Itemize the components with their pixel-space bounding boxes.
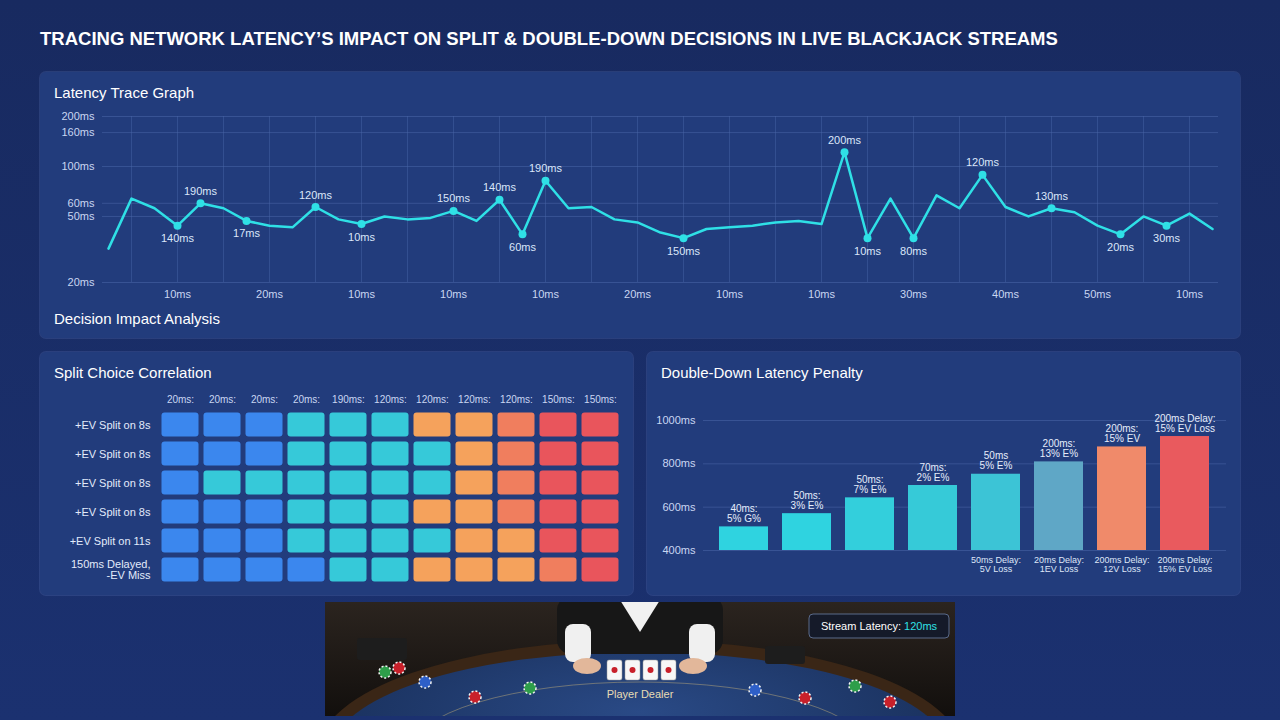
svg-text:120ms:: 120ms: (374, 394, 407, 405)
svg-text:20ms: 20ms (1107, 241, 1134, 253)
html-text:Double-Down Latency Penalty: Double-Down Latency Penalty (661, 364, 863, 381)
svg-text:190ms: 190ms (184, 185, 218, 197)
svg-text:120ms:: 120ms: (500, 394, 533, 405)
html-text:Latency Trace Graph: Latency Trace Graph (54, 84, 195, 101)
svg-text:+EV Split on 8s: +EV Split on 8s (75, 448, 151, 460)
svg-text:120ms:: 120ms: (416, 394, 449, 405)
svg-text:150ms: 150ms (437, 192, 471, 204)
svg-text:150ms:: 150ms: (542, 394, 575, 405)
svg-text:120ms: 120ms (299, 189, 333, 201)
svg-text:70ms:2% E%: 70ms:2% E% (917, 462, 950, 483)
svg-text:190ms: 190ms (529, 162, 563, 174)
svg-text:400ms: 400ms (662, 544, 696, 556)
svg-text:200ms: 200ms (61, 110, 95, 122)
svg-text:190ms:: 190ms: (332, 394, 365, 405)
svg-text:120ms: 120ms (966, 156, 1000, 168)
svg-text:1000ms: 1000ms (656, 414, 696, 426)
svg-text:20ms: 20ms (68, 276, 95, 288)
svg-text:50ms:7% E%: 50ms:7% E% (854, 474, 887, 495)
svg-text:50ms:3% E%: 50ms:3% E% (791, 490, 824, 511)
svg-text:200ms: 200ms (828, 134, 862, 146)
svg-text:10ms: 10ms (716, 288, 743, 300)
svg-text:600ms: 600ms (662, 501, 696, 513)
svg-text:200ms Delay:15% EV Loss: 200ms Delay:15% EV Loss (1157, 555, 1212, 574)
svg-text:10ms: 10ms (532, 288, 559, 300)
svg-text:20ms Delay:1EV Loss: 20ms Delay:1EV Loss (1034, 555, 1084, 574)
svg-text:200ms:13% E%: 200ms:13% E% (1040, 438, 1078, 459)
svg-text:10ms: 10ms (164, 288, 191, 300)
html-text:TRACING NETWORK LATENCY’S IMPA: TRACING NETWORK LATENCY’S IMPACT ON SPLI… (40, 28, 1058, 49)
svg-text:200ms Delay:12V Loss: 200ms Delay:12V Loss (1094, 555, 1149, 574)
svg-text:80ms: 80ms (900, 245, 927, 257)
svg-text:150ms: 150ms (667, 245, 701, 257)
svg-text:200ms:15% EV: 200ms:15% EV (1104, 423, 1140, 444)
svg-text:150ms:: 150ms: (584, 394, 617, 405)
svg-text:50ms5% E%: 50ms5% E% (980, 450, 1013, 471)
svg-text:50ms Delay:5V Loss: 50ms Delay:5V Loss (971, 555, 1021, 574)
svg-text:60ms: 60ms (68, 197, 95, 209)
svg-text:20ms:: 20ms: (167, 394, 194, 405)
svg-text:20ms: 20ms (256, 288, 283, 300)
svg-text:10ms: 10ms (440, 288, 467, 300)
svg-text:10ms: 10ms (854, 245, 881, 257)
svg-text:800ms: 800ms (662, 457, 696, 469)
html-text:Split Choice Correlation: Split Choice Correlation (54, 364, 212, 381)
svg-text:150ms Delayed,-EV Miss: 150ms Delayed,-EV Miss (71, 558, 151, 581)
svg-text:10ms: 10ms (348, 231, 375, 243)
svg-text:40ms: 40ms (992, 288, 1019, 300)
svg-text:10ms: 10ms (348, 288, 375, 300)
svg-text:20ms:: 20ms: (293, 394, 320, 405)
svg-text:Stream Latency: 120ms: Stream Latency: 120ms (821, 620, 938, 632)
svg-text:Player Dealer: Player Dealer (607, 688, 674, 700)
svg-text:20ms: 20ms (624, 288, 651, 300)
svg-text:+EV Split on 11s: +EV Split on 11s (70, 535, 151, 547)
svg-text:30ms: 30ms (900, 288, 927, 300)
html-text:Decision Impact Analysis: Decision Impact Analysis (54, 310, 220, 327)
svg-text:140ms: 140ms (161, 232, 195, 244)
svg-text:+EV Split on 8s: +EV Split on 8s (75, 477, 151, 489)
svg-text:160ms: 160ms (61, 126, 95, 138)
svg-text:200ms Delay:15% EV Loss: 200ms Delay:15% EV Loss (1154, 413, 1215, 434)
svg-text:20ms:: 20ms: (209, 394, 236, 405)
svg-text:50ms: 50ms (68, 210, 95, 222)
svg-text:10ms: 10ms (808, 288, 835, 300)
svg-text:140ms: 140ms (483, 181, 517, 193)
svg-text:50ms: 50ms (1084, 288, 1111, 300)
svg-text:20ms:: 20ms: (251, 394, 278, 405)
svg-text:100ms: 100ms (61, 160, 95, 172)
svg-text:40ms:5% G%: 40ms:5% G% (727, 503, 761, 524)
svg-text:130ms: 130ms (1035, 190, 1069, 202)
svg-text:30ms: 30ms (1153, 232, 1180, 244)
svg-text:+EV Split on 8s: +EV Split on 8s (75, 419, 151, 431)
svg-text:17ms: 17ms (233, 227, 260, 239)
svg-text:60ms: 60ms (509, 241, 536, 253)
svg-text:120ms:: 120ms: (458, 394, 491, 405)
svg-text:10ms: 10ms (1176, 288, 1203, 300)
svg-text:+EV Split on 8s: +EV Split on 8s (75, 506, 151, 518)
